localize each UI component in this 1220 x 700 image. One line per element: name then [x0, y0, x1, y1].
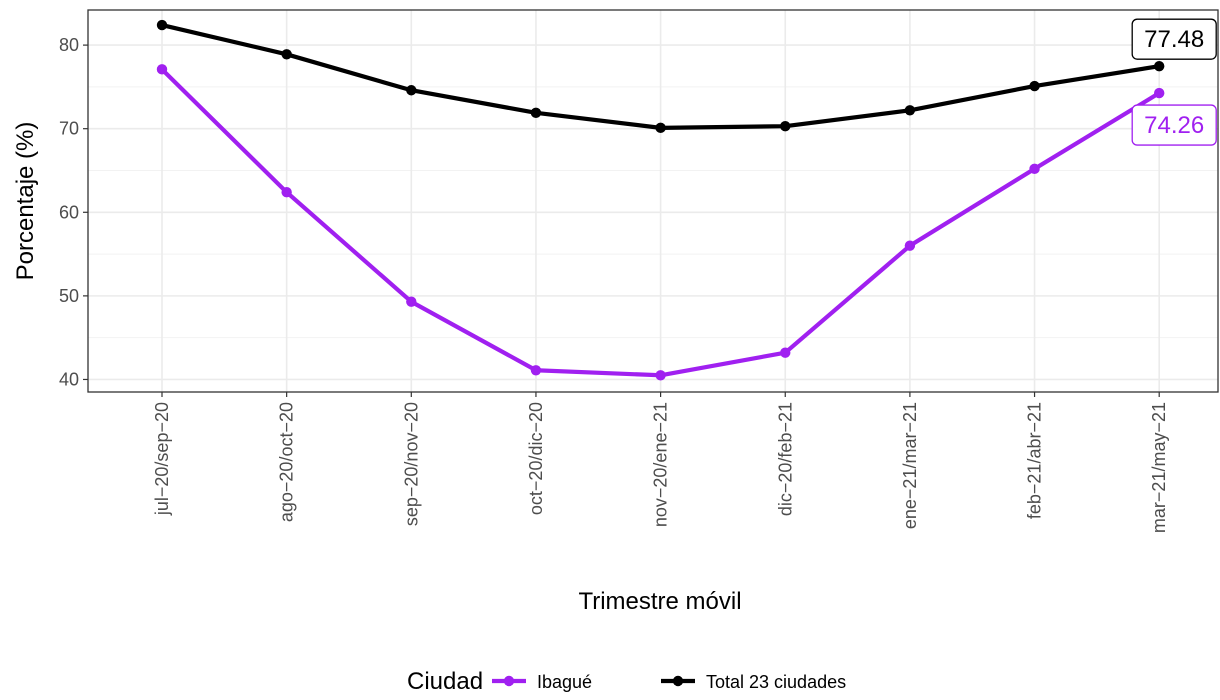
series-point-1: [1154, 60, 1165, 72]
end-label-box-0: [1131, 104, 1217, 146]
end-label-0: 74.26: [1144, 112, 1204, 139]
series-point-0: [904, 240, 916, 251]
series-point-1: [406, 85, 417, 96]
y-tick-label: 80: [59, 35, 79, 55]
major-gridlines: [88, 10, 1218, 392]
series-point-0: [281, 187, 292, 198]
series-point-1: [780, 120, 791, 132]
series-point-0: [1029, 163, 1040, 175]
x-axis-title: Trimestre móvil: [578, 588, 741, 615]
x-tick-label: sep−20/nov−20: [401, 402, 421, 526]
x-tick-label: mar−21/may−21: [1149, 402, 1169, 533]
x-tick-label: oct−20/dic−20: [526, 402, 546, 515]
end-label-1: 77.48: [1144, 26, 1204, 53]
end-labels: 74.26 77.48: [1131, 18, 1217, 146]
series-point-0: [530, 365, 542, 376]
legend-key-point-1: [672, 675, 684, 687]
y-tick-label: 50: [59, 286, 79, 306]
series-point-1: [530, 107, 542, 119]
series-point-1: [904, 105, 916, 116]
series-point-0: [780, 347, 791, 358]
x-tick-label: nov−20/ene−21: [651, 402, 671, 527]
series-point-0: [655, 370, 666, 381]
x-tick-label: jul−20/sep−20: [152, 402, 172, 516]
series-point-0: [406, 296, 417, 307]
x-axis: jul−20/sep−20 ago−20/oct−20 sep−20/nov−20 o…: [152, 392, 1169, 533]
series-layer: [156, 19, 1165, 381]
series-point-1: [1029, 80, 1040, 92]
y-axis-title: Porcentaje (%): [12, 122, 39, 281]
x-tick-label: ene−21/mar−21: [900, 402, 920, 529]
y-axis: 40 50 60 70 80: [59, 35, 88, 389]
x-tick-label: feb−21/abr−21: [1025, 402, 1045, 519]
x-tick-label: dic−20/feb−21: [775, 402, 795, 516]
legend-label-1: Total 23 ciudades: [706, 672, 846, 692]
legend-title: Ciudad: [407, 668, 483, 695]
series-point-1: [156, 19, 168, 31]
series-point-0: [156, 64, 168, 75]
end-label-box-1: [1131, 18, 1217, 60]
y-tick-label: 40: [59, 369, 79, 389]
series-point-1: [655, 122, 666, 134]
legend-label-0: Ibagué: [537, 672, 592, 692]
series-point-1: [281, 49, 292, 60]
legend: Ciudad Ibagué Total 23 ciudades: [407, 668, 846, 695]
plot-panel-border: [87, 9, 1219, 393]
y-tick-label: 70: [59, 119, 79, 139]
legend-key-point-0: [503, 675, 515, 687]
x-tick-label: ago−20/oct−20: [277, 402, 297, 522]
y-tick-label: 60: [59, 202, 79, 222]
series-point-0: [1154, 87, 1165, 99]
